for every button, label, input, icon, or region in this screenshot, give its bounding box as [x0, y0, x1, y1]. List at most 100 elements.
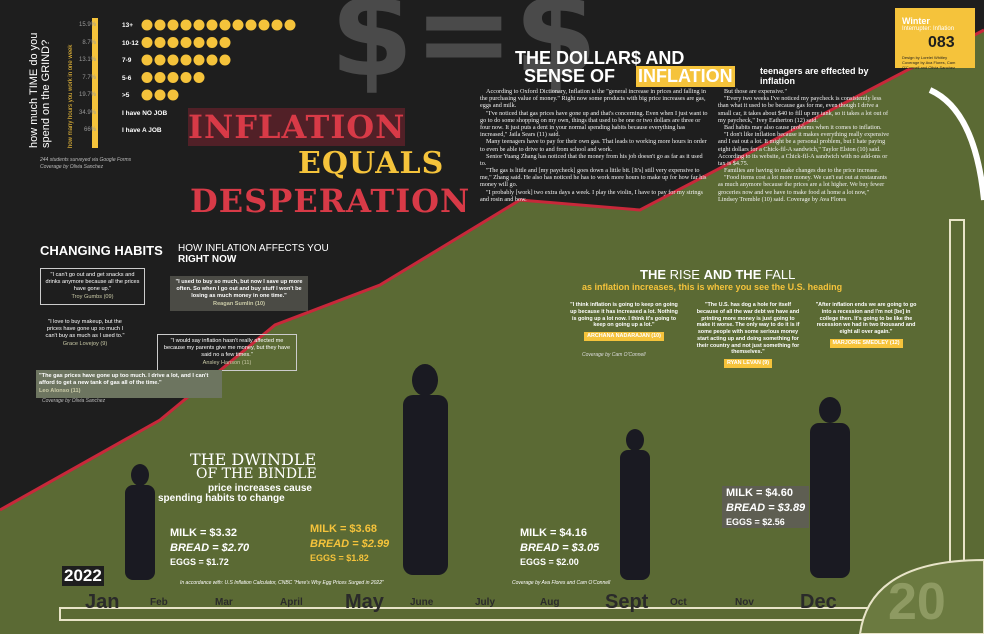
month: Nov	[735, 597, 754, 608]
quote: "I think inflation is going to keep on g…	[570, 302, 678, 341]
month: Dec	[800, 591, 837, 614]
survey-percent: 13.1%	[72, 57, 96, 63]
survey-dot	[142, 37, 153, 48]
rise-word: THE	[640, 267, 666, 282]
paragraph: "I probably [work] two extra days a week…	[480, 189, 710, 203]
quote: "The U.S. has dog a hole for itself beca…	[694, 302, 802, 368]
price-eggs: EGGS = $1.82	[310, 552, 389, 564]
photo-credit: Coverage by Ava Flores and Cam O'Connell	[512, 580, 610, 586]
quote: "I would say inflation hasn't really aff…	[157, 334, 297, 371]
survey-dot	[142, 90, 153, 101]
figure	[626, 429, 644, 451]
month: Feb	[150, 597, 168, 608]
subsection: Interrupter: Inflation	[902, 26, 954, 32]
survey-label: I have NO JOB	[122, 110, 167, 117]
month: Jan	[85, 591, 119, 614]
credits: Design by Lorelei Whitley Coverage by Av…	[902, 55, 962, 70]
survey-label: 10-12	[122, 40, 139, 47]
price-eggs: EGGS = $2.56	[722, 516, 809, 528]
month: Aug	[540, 597, 559, 608]
price-milk: MILK = $4.60	[722, 486, 809, 501]
headline: INFLATION	[188, 108, 405, 146]
month: Oct	[670, 597, 687, 608]
quote-text: "I think inflation is going to keep on g…	[570, 302, 678, 329]
arc	[930, 90, 984, 200]
article-column: But those are expensive.""Every two week…	[718, 88, 890, 203]
month: July	[475, 597, 495, 608]
survey-note: 244 students surveyed via Google Forms	[40, 157, 131, 163]
rise-word: FALL	[765, 267, 795, 282]
survey-dot	[259, 20, 270, 31]
headline: EQUALS	[298, 146, 444, 181]
price-eggs: EGGS = $1.72	[170, 556, 249, 568]
survey-percent: 19.7%	[72, 92, 96, 98]
survey-dot	[194, 20, 205, 31]
quote-name: Troy Gumbs (09)	[44, 294, 141, 301]
quote: "After inflation ends we are going to go…	[812, 302, 920, 348]
survey-percent: 8.7%	[72, 40, 96, 46]
month: Sept	[605, 591, 648, 614]
survey-label: 13+	[122, 22, 133, 29]
rise-subtitle: as inflation increases, this is where yo…	[582, 282, 842, 292]
survey-dot	[246, 20, 257, 31]
quote-text: "The U.S. has dog a hole for itself beca…	[694, 302, 802, 356]
year-end: 20	[888, 572, 946, 632]
paragraph: According to Oxford Dictionary, Inflatio…	[480, 88, 710, 110]
paragraph: "Every two weeks I've noticed my paychec…	[718, 95, 890, 124]
quote-name: RYAN LEVAN (9)	[724, 359, 772, 368]
quote-name: MARJORIE SMEDLEY (12)	[830, 339, 903, 348]
quote-text: "After inflation ends we are going to go…	[812, 302, 920, 336]
survey-dot	[194, 55, 205, 66]
survey-dot	[285, 20, 296, 31]
survey-label: 5-6	[122, 75, 131, 82]
survey-dot	[155, 55, 166, 66]
paragraph: Many teenagers have to pay for their own…	[480, 138, 710, 152]
survey-dot	[155, 72, 166, 83]
paragraph: Bad habits may also cause problems when …	[718, 124, 890, 131]
price-milk: MILK = $3.32	[170, 526, 249, 541]
dwindle-title: OF THE BINDLE	[196, 466, 317, 482]
quote-name: ARCHANA NADARAJAN (10)	[584, 332, 664, 341]
survey-dot	[168, 55, 179, 66]
survey-dot	[220, 37, 231, 48]
survey-dot	[155, 20, 166, 31]
paragraph: Families are having to make changes due …	[718, 167, 890, 174]
survey-dot	[272, 20, 283, 31]
survey-dot	[142, 72, 153, 83]
quote-text: "The gas prices have gone up too much. I…	[39, 373, 208, 386]
survey-dot	[207, 37, 218, 48]
survey-dot	[194, 72, 205, 83]
quote: "The gas prices have gone up too much. I…	[36, 370, 222, 398]
sources: In accordance with: U.S Inflation Calcul…	[180, 580, 384, 586]
paragraph: "The gas is little and [my paycheck] goe…	[480, 167, 710, 189]
survey-dot	[168, 72, 179, 83]
quote-name: Ansley Hanson (11)	[161, 360, 293, 367]
figure	[412, 364, 438, 396]
habits-title: CHANGING HABITS	[40, 243, 163, 258]
survey-credit: Coverage by Olivia Sanchez	[40, 164, 103, 170]
figure	[403, 395, 448, 575]
survey-title: how much TIME do you spend on the GRIND?	[28, 18, 52, 148]
paragraph: But those are expensive."	[718, 88, 890, 95]
price-eggs: EGGS = $2.00	[520, 556, 599, 568]
survey-dot	[220, 20, 231, 31]
figure	[810, 423, 850, 578]
quote-text: "I love to buy makeup, but the prices ha…	[46, 319, 125, 339]
survey-dot	[220, 55, 231, 66]
figure	[125, 485, 155, 580]
survey-dot	[181, 72, 192, 83]
quote: "I love to buy makeup, but the prices ha…	[40, 316, 130, 351]
month: June	[410, 597, 433, 608]
rise-word: RISE	[670, 267, 700, 282]
survey-dot	[181, 55, 192, 66]
survey-percent: 66%	[72, 127, 96, 133]
article-title: INFLATION	[636, 66, 735, 87]
price-bread: BREAD = $2.99	[310, 537, 389, 552]
quote: "I can't go out and get snacks and drink…	[40, 268, 145, 305]
paragraph: "I don't like inflation because it makes…	[718, 131, 890, 167]
quote: "I used to buy so much, but now I save u…	[170, 276, 308, 311]
survey-dot	[168, 90, 179, 101]
